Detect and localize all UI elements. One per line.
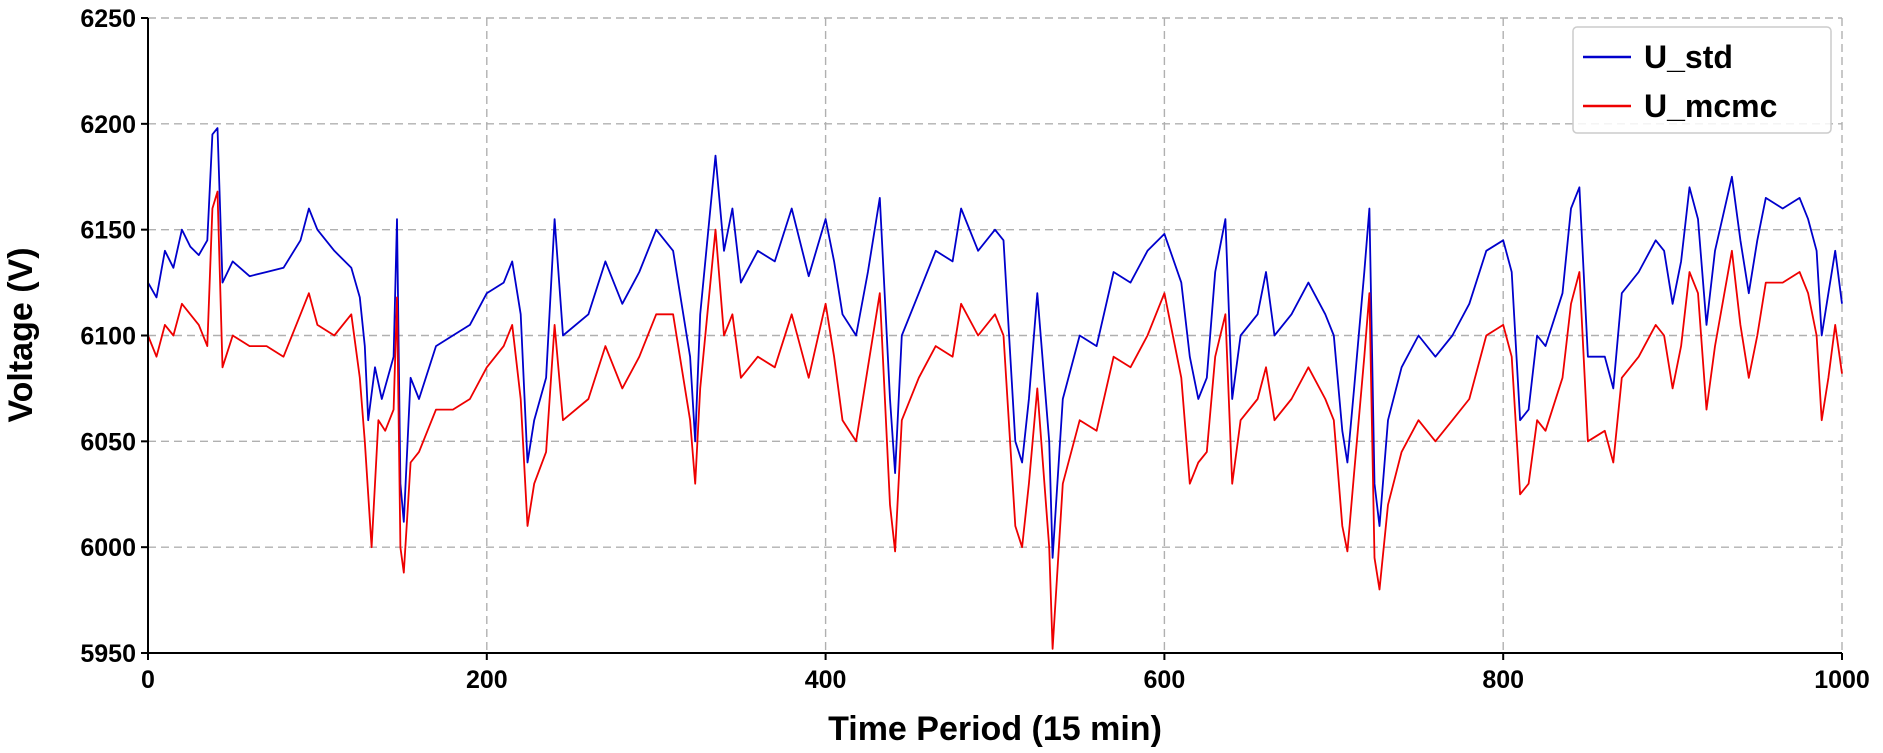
y-tick-label-6250: 6250 <box>80 5 136 33</box>
x-tick-label-400: 400 <box>805 666 847 694</box>
y-ticks: 5950 6000 6050 6100 6150 6200 6250 <box>80 5 148 668</box>
x-axis-title: Time Period (15 min) <box>828 710 1162 748</box>
y-axis-title: Voltage (V) <box>2 247 40 422</box>
series-layer <box>147 127 1843 650</box>
x-tick-label-600: 600 <box>1144 666 1186 694</box>
legend-label-u-mcmc: U_mcmc <box>1644 88 1777 124</box>
x-tick-label-200: 200 <box>466 666 508 694</box>
y-tick-label-5950: 5950 <box>80 640 136 668</box>
y-tick-label-6000: 6000 <box>80 534 136 562</box>
y-tick-label-6100: 6100 <box>80 323 136 351</box>
series-line-u-mcmc <box>147 190 1843 650</box>
x-tick-label-800: 800 <box>1482 666 1524 694</box>
y-tick-label-6150: 6150 <box>80 217 136 245</box>
x-tick-label-1000: 1000 <box>1814 666 1870 694</box>
legend: U_std U_mcmc <box>1572 26 1832 134</box>
series-line-u-std <box>147 127 1843 559</box>
legend-box <box>1572 26 1832 134</box>
y-tick-label-6050: 6050 <box>80 428 136 456</box>
y-tick-label-6200: 6200 <box>80 111 136 139</box>
x-ticks: 0 200 400 600 800 1000 <box>141 653 1870 694</box>
legend-label-u-std: U_std <box>1644 39 1733 75</box>
x-tick-label-0: 0 <box>141 666 155 694</box>
